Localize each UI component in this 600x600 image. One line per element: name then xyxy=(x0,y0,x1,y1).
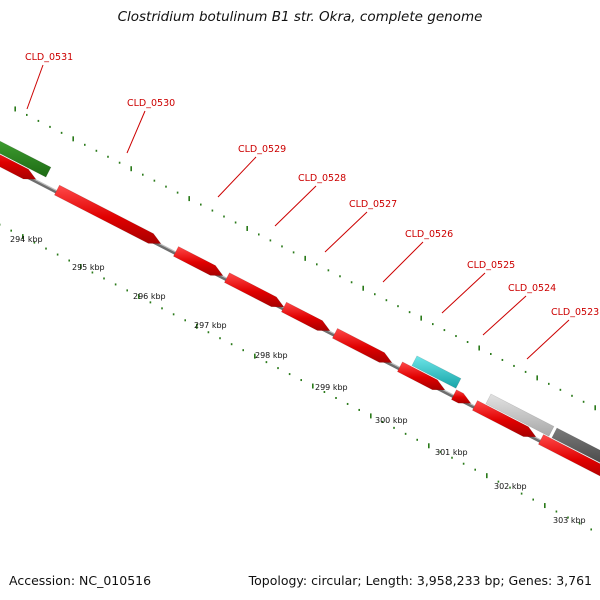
scale-label: 303 kbp xyxy=(553,516,586,525)
scale-label: 294 kbp xyxy=(10,235,43,244)
gene-feature[interactable] xyxy=(0,125,52,178)
gene-feature[interactable] xyxy=(411,355,462,389)
scale-label: 299 kbp xyxy=(315,383,348,392)
scale-label: 297 kbp xyxy=(194,321,227,330)
gene-label[interactable]: CLD_0527 xyxy=(349,199,397,210)
gene-feature[interactable] xyxy=(537,434,600,481)
gene-feature[interactable] xyxy=(396,361,446,391)
gene-label[interactable]: CLD_0531 xyxy=(25,52,73,63)
scale-label: 301 kbp xyxy=(435,448,468,457)
accession-text: Accession: NC_010516 xyxy=(9,573,152,588)
topology-text: Topology: circular; Length: 3,958,233 bp… xyxy=(248,573,592,588)
gene-label[interactable]: CLD_0524 xyxy=(508,283,556,294)
label-leader-line xyxy=(526,319,570,360)
label-leader-line xyxy=(382,241,424,283)
label-leader-line xyxy=(324,211,368,253)
gene-label[interactable]: CLD_0529 xyxy=(238,144,286,155)
gene-feature[interactable] xyxy=(331,328,393,363)
gene-feature[interactable] xyxy=(485,393,555,437)
label-leader-line xyxy=(274,185,317,227)
gene-feature[interactable] xyxy=(53,184,162,244)
gene-label[interactable]: CLD_0526 xyxy=(405,229,453,240)
scale-label: 296 kbp xyxy=(133,292,166,301)
gene-label[interactable]: CLD_0525 xyxy=(467,260,515,271)
map-title: Clostridium botulinum B1 str. Okra, comp… xyxy=(117,9,483,25)
gene-feature[interactable] xyxy=(0,141,37,180)
label-leader-line xyxy=(217,156,257,198)
scale-label: 300 kbp xyxy=(375,416,408,425)
gene-feature[interactable] xyxy=(223,272,285,308)
gene-feature[interactable] xyxy=(280,301,331,332)
label-leader-line xyxy=(441,272,486,314)
label-leader-line xyxy=(26,64,44,110)
gene-feature[interactable] xyxy=(172,246,224,276)
gene-feature[interactable] xyxy=(471,400,537,438)
gene-feature[interactable] xyxy=(551,427,600,475)
gene-label[interactable]: CLD_0530 xyxy=(127,98,175,109)
scale-label: 302 kbp xyxy=(494,482,527,491)
label-leader-line xyxy=(126,110,146,154)
gene-feature[interactable] xyxy=(450,389,472,404)
scale-label: 298 kbp xyxy=(255,351,288,360)
gene-label[interactable]: CLD_0523 xyxy=(551,307,599,318)
gene-label[interactable]: CLD_0528 xyxy=(298,173,346,184)
scale-label: 295 kbp xyxy=(72,263,105,272)
label-leader-line xyxy=(482,295,527,336)
